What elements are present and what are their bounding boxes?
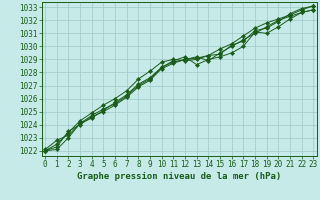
X-axis label: Graphe pression niveau de la mer (hPa): Graphe pression niveau de la mer (hPa) bbox=[77, 172, 281, 181]
